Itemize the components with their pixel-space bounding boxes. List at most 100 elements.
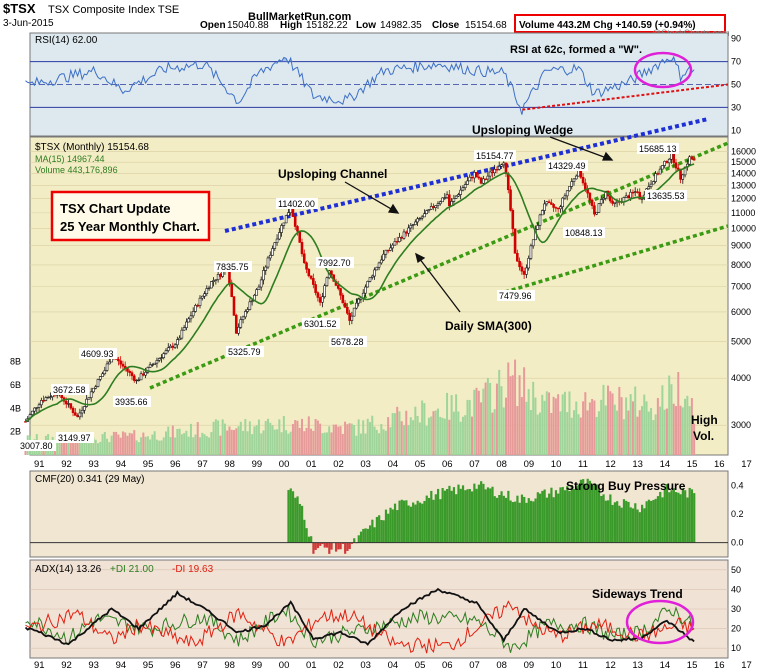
cmf-bar — [597, 488, 601, 543]
candle-body — [613, 202, 617, 204]
volume-bar — [693, 423, 696, 455]
candle-body — [543, 203, 546, 211]
volume-bar — [672, 403, 675, 455]
cmf-bar — [414, 504, 417, 543]
rsi-axis: 90 70 50 30 10 — [731, 34, 741, 136]
cmf-bar — [446, 488, 449, 543]
candle-body — [597, 203, 601, 213]
volume-bar — [536, 414, 539, 455]
cmf-bar — [505, 497, 508, 543]
volume-bar — [529, 410, 532, 455]
candle-body — [46, 397, 50, 399]
price-label-14329: 14329.49 — [548, 161, 586, 171]
cmf-bar — [425, 495, 428, 543]
cmf-bar — [335, 542, 338, 552]
volume-bar — [516, 406, 519, 455]
cmf-bar — [600, 495, 603, 543]
volume-bar — [405, 410, 408, 455]
volume-bar — [221, 419, 224, 455]
cmf-bar — [500, 491, 503, 543]
cmf-bar — [523, 496, 526, 543]
volume-bar — [201, 432, 204, 455]
volume-bar — [366, 418, 369, 455]
candle-body — [78, 412, 82, 418]
cmf-bar — [514, 501, 517, 543]
volume-bar — [427, 417, 430, 455]
volume-bar — [434, 410, 437, 455]
candle-body — [375, 266, 379, 271]
price-tick-label: 11000 — [731, 208, 755, 218]
volume-bar — [457, 411, 460, 455]
price-tick-label: 12000 — [731, 194, 756, 204]
price-label-3672: 3672.58 — [53, 385, 86, 395]
price-label-13635: 13635.53 — [647, 191, 685, 201]
volume-bar — [339, 426, 342, 455]
volume-bar — [634, 386, 637, 455]
cmf-bar — [495, 497, 499, 543]
channel-arrow — [344, 181, 399, 214]
cmf-bar — [584, 484, 587, 543]
volume-bar — [600, 399, 603, 455]
year-label: 00 — [279, 459, 290, 470]
volume-bar — [448, 419, 451, 455]
volume-bar — [350, 423, 353, 455]
candle-body — [64, 400, 68, 405]
volume-bar — [371, 415, 374, 455]
candle-body — [636, 191, 639, 193]
volume-bar — [446, 392, 449, 455]
cmf-bar — [291, 491, 295, 543]
volume-bar — [267, 418, 269, 455]
cmf-bar — [375, 516, 378, 543]
candle-body — [80, 409, 84, 414]
cmf-bar — [568, 491, 571, 543]
candle-body — [237, 326, 240, 334]
candle-body — [520, 266, 524, 272]
volume-bar — [475, 387, 478, 455]
candle-body — [151, 364, 154, 366]
candle-body — [588, 192, 592, 201]
volume-bar — [561, 394, 564, 455]
cmf-bar — [427, 497, 431, 543]
volume-bar — [155, 439, 158, 455]
candle-body — [568, 186, 571, 192]
price-tick-label: 14000 — [731, 168, 756, 178]
volume-bar — [384, 430, 387, 455]
candle-body — [475, 172, 478, 178]
cmf-bar — [323, 542, 326, 548]
volume-bar — [595, 416, 598, 455]
candle-body — [427, 209, 431, 211]
candle-body — [511, 210, 515, 230]
volume-bar — [312, 430, 315, 455]
cmf-bar — [586, 478, 589, 543]
candle-body — [108, 361, 111, 365]
volume-bar — [81, 440, 84, 455]
cmf-bar — [421, 503, 424, 543]
price-tick-label: 10000 — [731, 223, 756, 233]
volume-bar — [144, 436, 147, 455]
candle-body — [273, 242, 277, 249]
volume-bar — [126, 435, 129, 455]
candle-body — [130, 372, 134, 377]
candle-body — [214, 279, 218, 281]
cmf-bar — [675, 492, 678, 543]
cmf-bar — [656, 496, 660, 543]
candle-body — [330, 270, 333, 276]
candle-body — [459, 189, 462, 195]
year-label: 13 — [632, 660, 643, 671]
candle-body — [398, 237, 401, 242]
candle-body — [518, 260, 521, 268]
volume-bar — [78, 438, 81, 455]
adx-tick-label: 30 — [731, 604, 741, 614]
adx-line — [24, 587, 695, 646]
upsloping-channel-label: Upsloping Channel — [278, 167, 387, 181]
cmf-bar — [391, 509, 394, 543]
volume-bar — [146, 436, 149, 455]
chart-date: 3-Jun-2015 — [3, 18, 54, 29]
open-label: Open — [200, 20, 226, 31]
volume-bar — [285, 430, 288, 455]
label-bg-11402 — [276, 198, 318, 209]
ma15-line — [25, 163, 695, 423]
volume-bar — [124, 432, 127, 455]
cmf-bar — [443, 490, 446, 543]
